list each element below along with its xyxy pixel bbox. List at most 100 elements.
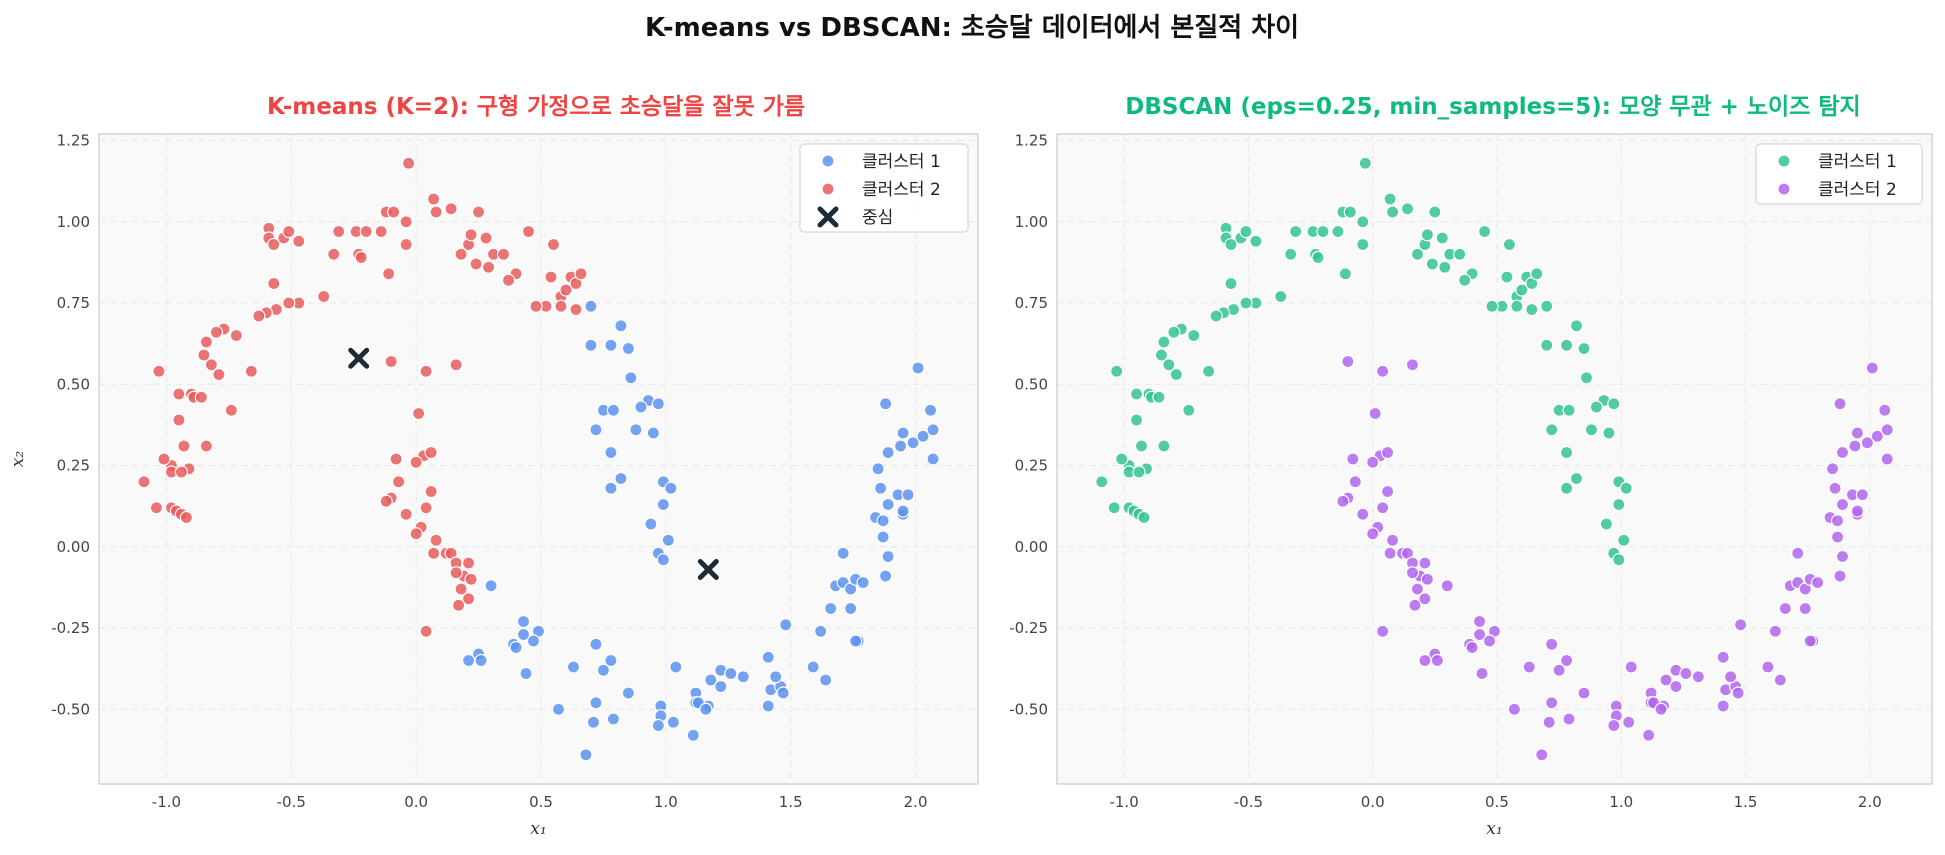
kmeans-cluster-1-point	[926, 423, 940, 437]
kmeans-cluster-2-point	[412, 406, 426, 421]
kmeans-cluster-2-point	[229, 328, 243, 343]
dbscan-cluster-2-point	[1733, 618, 1748, 632]
kmeans-cluster-2-point	[521, 224, 536, 239]
kmeans-cluster-2-point	[354, 250, 368, 265]
dbscan-cluster-1-point	[1559, 445, 1574, 460]
dbscan-cluster-1-point	[1338, 267, 1352, 281]
kmeans-cluster-2-point	[449, 358, 463, 372]
dbscan-y-tick-label: 0.25	[1015, 457, 1048, 475]
dbscan-cluster-2-point	[1366, 527, 1380, 541]
kmeans-cluster-2-point	[544, 270, 558, 284]
kmeans-legend-marker	[821, 154, 835, 168]
dbscan-cluster-2-point	[1865, 361, 1879, 375]
dbscan-cluster-1-point	[1477, 224, 1492, 239]
kmeans-cluster-2-point	[177, 439, 191, 453]
kmeans-cluster-1-point	[661, 533, 675, 547]
dbscan-cluster-1-point	[1224, 237, 1238, 252]
kmeans-cluster-1-point	[589, 637, 603, 651]
dbscan-cluster-2-point	[1383, 546, 1397, 560]
kmeans-cluster-1-point	[881, 549, 895, 564]
kmeans-cluster-1-point	[874, 481, 888, 495]
dbscan-cluster-2-point	[1356, 507, 1370, 521]
kmeans-legend-label: 중심	[862, 208, 893, 228]
dbscan-cluster-1-point	[1569, 471, 1584, 486]
dbscan-cluster-2-point	[1622, 715, 1636, 729]
dbscan-cluster-2-point	[1440, 579, 1454, 593]
dbscan-cluster-2-point	[1878, 403, 1892, 417]
kmeans-cluster-2-point	[267, 237, 281, 252]
kmeans-legend-centroid-marker	[817, 206, 839, 228]
kmeans-cluster-2-point	[197, 348, 211, 362]
kmeans-cluster-2-point	[529, 299, 543, 313]
dbscan-cluster-2-point	[1418, 556, 1432, 570]
kmeans-y-tick-label: -0.50	[51, 700, 90, 718]
kmeans-cluster-2-point	[569, 302, 583, 317]
kmeans-cluster-1-point	[651, 718, 665, 733]
dbscan-cluster-2-point	[1716, 650, 1730, 664]
dbscan-cluster-2-point	[1798, 601, 1812, 616]
kmeans-cluster-2-point	[332, 224, 346, 239]
kmeans-cluster-2-point	[424, 445, 438, 460]
dbscan-cluster-2-point	[1669, 679, 1683, 694]
kmeans-cluster-2-point	[292, 234, 306, 248]
kmeans-cluster-2-point	[359, 224, 373, 239]
kmeans-cluster-1-point	[824, 601, 838, 616]
kmeans-x-tick-label: 0.0	[404, 793, 428, 811]
dbscan-cluster-2-point	[1418, 592, 1432, 606]
dbscan-cluster-2-point	[1545, 637, 1559, 651]
kmeans-cluster-1-point	[634, 400, 648, 414]
dbscan-cluster-1-point	[1154, 348, 1169, 362]
kmeans-cluster-1-point	[906, 436, 920, 450]
dbscan-cluster-1-point	[1284, 247, 1298, 261]
dbscan-cluster-1-point	[1137, 510, 1151, 525]
kmeans-cluster-2-point	[224, 403, 238, 417]
kmeans-cluster-2-point	[379, 494, 393, 508]
dbscan-cluster-1-point	[1510, 299, 1524, 313]
kmeans-cluster-2-point	[399, 507, 413, 521]
dbscan-cluster-2-point	[1430, 653, 1444, 668]
dbscan-cluster-1-point	[1420, 228, 1434, 242]
kmeans-x-tick-label: -0.5	[277, 793, 306, 811]
kmeans-cluster-2-point	[481, 260, 496, 274]
kmeans-legend: 클러스터 1 클러스터 2 중심	[799, 143, 969, 233]
dbscan-cluster-1-point	[1545, 423, 1559, 437]
kmeans-cluster-2-point	[496, 247, 511, 261]
dbscan-cluster-1-point	[1132, 465, 1146, 479]
dbscan-cluster-1-point	[1311, 250, 1325, 265]
kmeans-cluster-2-point	[429, 533, 443, 547]
dbscan-x-tick-label: -1.0	[1109, 793, 1138, 811]
dbscan-cluster-2-point	[1833, 569, 1847, 583]
dbscan-cluster-2-point	[1475, 666, 1489, 681]
kmeans-cluster-1-point	[604, 445, 618, 460]
dbscan-cluster-1-point	[1343, 205, 1357, 219]
kmeans-cluster-1-point	[699, 702, 713, 716]
dbscan-cluster-2-point	[1420, 572, 1434, 586]
dbscan-cluster-2-point	[1850, 426, 1865, 440]
dbscan-cluster-1-point	[1515, 283, 1529, 297]
dbscan-cluster-2-point	[1482, 634, 1497, 648]
kmeans-cluster-2-point	[409, 527, 423, 541]
kmeans-cluster-1-point	[893, 439, 908, 453]
dbscan-cluster-2-point	[1376, 501, 1390, 515]
dbscan-cluster-1-point	[1182, 403, 1196, 417]
kmeans-cluster-2-point	[471, 205, 486, 219]
kmeans-cluster-1-point	[686, 728, 700, 742]
dbscan-cluster-1-point	[1274, 289, 1288, 304]
kmeans-cluster-1-point	[664, 481, 678, 495]
kmeans-cluster-1-point	[644, 517, 658, 531]
dbscan-cluster-1-point	[1358, 156, 1372, 170]
kmeans-x-axis-label: x₁	[530, 819, 546, 839]
kmeans-cluster-1-point	[879, 397, 893, 411]
kmeans-cluster-2-point	[172, 387, 186, 401]
kmeans-cluster-1-point	[629, 423, 643, 437]
dbscan-cluster-2-point	[1791, 546, 1805, 560]
kmeans-cluster-1-point	[646, 426, 660, 440]
dbscan-cluster-1-point	[1385, 205, 1400, 219]
kmeans-cluster-1-point	[669, 660, 683, 674]
dbscan-cluster-2-point	[1552, 663, 1566, 677]
kmeans-cluster-1-point	[714, 679, 728, 694]
dbscan-cluster-1-point	[1167, 325, 1181, 339]
kmeans-cluster-2-point	[479, 231, 493, 245]
kmeans-cluster-1-point	[806, 660, 820, 674]
dbscan-cluster-2-point	[1418, 653, 1432, 668]
